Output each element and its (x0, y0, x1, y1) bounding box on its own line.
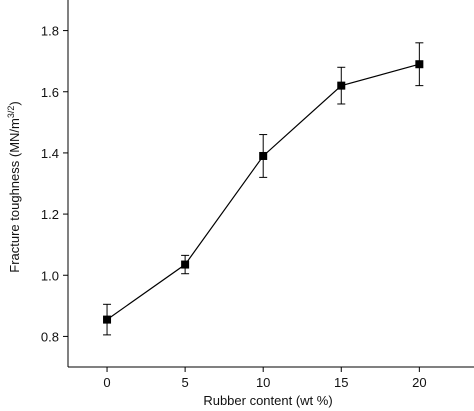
y-tick-label: 0.8 (41, 329, 59, 344)
x-axis-ticks: 0 5 10 15 20 (103, 367, 427, 390)
data-point-marker (181, 260, 190, 269)
x-axis-title: Rubber content (wt %) (203, 393, 332, 408)
x-tick-label: 0 (103, 375, 110, 390)
y-tick-label: 1.8 (41, 24, 59, 39)
y-tick-label: 1.2 (41, 207, 59, 222)
y-axis-title: Fracture toughness (MN/m3/2) (6, 101, 22, 272)
data-point-marker (259, 151, 268, 160)
x-tick-label: 20 (412, 375, 426, 390)
data-point-marker (337, 81, 346, 90)
y-axis-title-close: ) (7, 101, 22, 105)
axes (67, 0, 474, 368)
x-tick-label: 5 (181, 375, 188, 390)
data-point-marker (103, 315, 112, 324)
x-tick-label: 15 (334, 375, 348, 390)
y-tick-label: 1.6 (41, 85, 59, 100)
data-point-marker (415, 60, 424, 69)
y-axis-title-sup: 3/2 (6, 106, 16, 119)
data-series (103, 42, 424, 336)
y-axis-ticks: 0.8 1.0 1.2 1.4 1.6 1.8 (41, 24, 68, 344)
x-tick-label: 10 (256, 375, 270, 390)
y-tick-label: 1.4 (41, 146, 59, 161)
series-line (106, 63, 420, 321)
y-axis-title-main: Fracture toughness (MN/m (7, 118, 22, 273)
y-tick-label: 1.0 (41, 268, 59, 283)
